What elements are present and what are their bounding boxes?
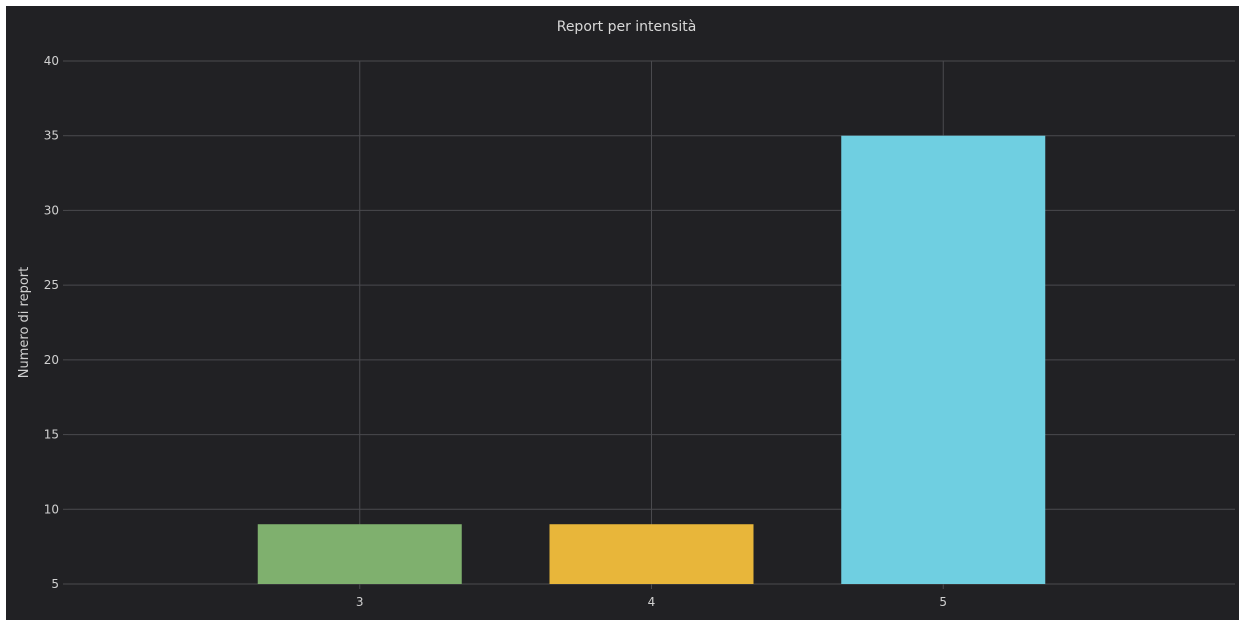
bar-5 (841, 135, 1046, 584)
y-tick-label: 30 (44, 203, 59, 217)
y-tick-labels: 5 10 15 20 25 30 35 40 (44, 54, 59, 591)
x-tick-labels: 3 4 5 (356, 595, 947, 609)
y-tick-label: 15 (44, 428, 59, 442)
bars (257, 135, 1046, 584)
bar-chart: 5 10 15 20 25 30 35 40 3 4 5 Report per intensità… (17, 19, 1235, 609)
y-tick-label: 20 (44, 353, 59, 367)
x-tick-label: 3 (356, 595, 364, 609)
chart-panel: 5 10 15 20 25 30 35 40 3 4 5 Report per intensità… (6, 6, 1239, 620)
grid (63, 60, 1235, 589)
bar-3 (257, 524, 462, 584)
chart-title: Report per intensità (557, 19, 697, 35)
y-tick-label: 5 (51, 577, 59, 591)
x-tick-label: 4 (648, 595, 656, 609)
y-tick-label: 35 (44, 129, 59, 143)
x-tick-label: 5 (939, 595, 947, 609)
y-tick-label: 10 (44, 502, 59, 516)
y-tick-label: 25 (44, 278, 59, 292)
y-axis-label: Numero di report (17, 267, 32, 378)
bar-4 (549, 524, 754, 584)
y-tick-label: 40 (44, 54, 59, 68)
